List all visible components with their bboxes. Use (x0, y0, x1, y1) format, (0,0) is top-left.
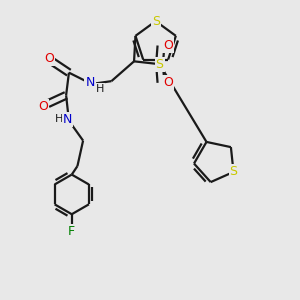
Text: S: S (155, 58, 164, 71)
Text: H: H (96, 84, 104, 94)
Text: N: N (85, 76, 95, 89)
Text: O: O (163, 76, 173, 89)
Text: S: S (230, 165, 238, 178)
Text: O: O (38, 100, 48, 113)
Text: N: N (63, 113, 72, 126)
Text: O: O (44, 52, 54, 65)
Text: H: H (55, 114, 63, 124)
Text: O: O (163, 39, 173, 52)
Text: F: F (68, 225, 75, 238)
Text: S: S (152, 15, 160, 28)
